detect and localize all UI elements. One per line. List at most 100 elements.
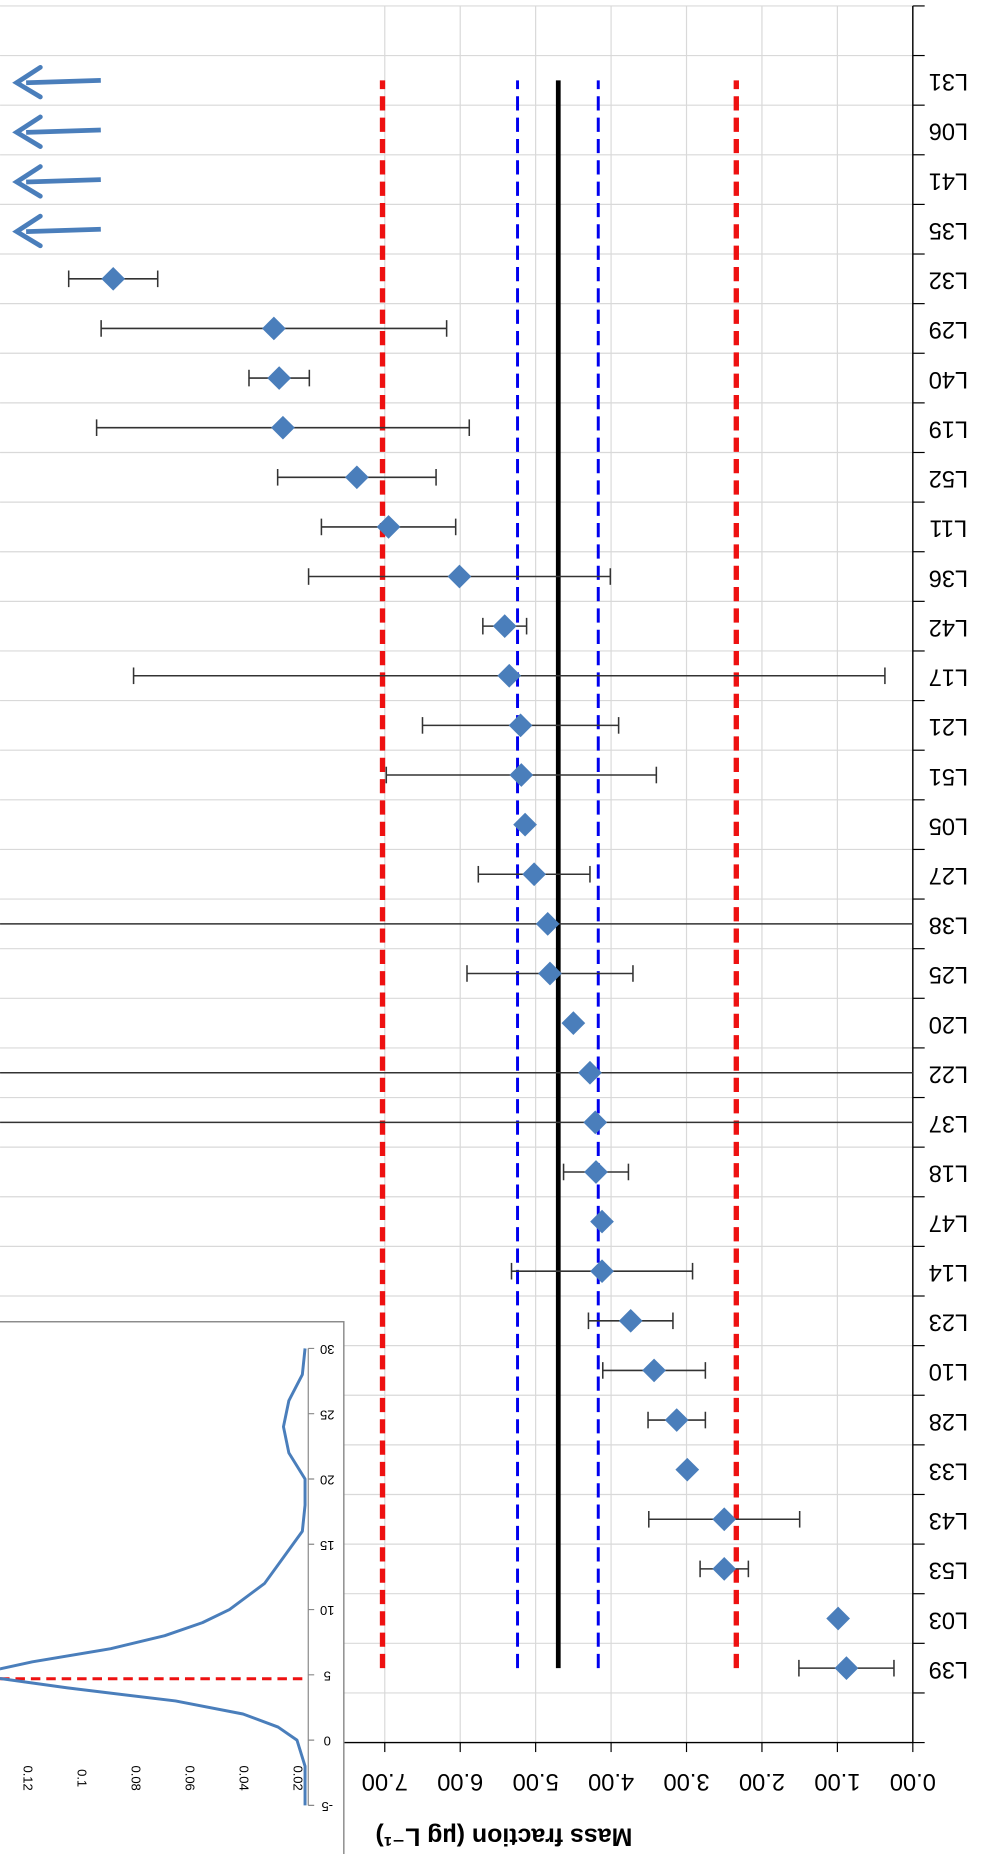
y-tick-label: 0.00	[890, 1768, 936, 1794]
category-label: L19	[929, 415, 969, 441]
data-point	[376, 515, 401, 539]
inset-y-tick-label: 0.1	[75, 1769, 90, 1787]
category-label: L52	[929, 465, 969, 491]
inset-y-tick-label: 0.06	[183, 1765, 198, 1790]
off-scale-arrow	[26, 77, 101, 86]
data-point	[712, 1507, 737, 1532]
off-scale-arrow-head	[12, 164, 43, 199]
data-point	[664, 1408, 689, 1432]
inset-x-tick-label: 10	[320, 1603, 334, 1618]
category-label: L25	[929, 961, 969, 987]
y-tick-label: 3.00	[663, 1768, 709, 1794]
y-tick-label: 4.00	[588, 1768, 634, 1794]
data-point	[271, 415, 295, 440]
category-label: L11	[930, 515, 968, 541]
category-label: L03	[929, 1606, 969, 1632]
category-label: L14	[929, 1259, 969, 1285]
inset-y-tick-label: 0.08	[129, 1765, 144, 1790]
data-point	[508, 713, 533, 738]
error-bar	[0, 1121, 913, 1124]
off-scale-arrow-head	[12, 114, 43, 149]
category-label: L35	[929, 217, 969, 243]
category-label: L21	[929, 713, 969, 739]
category-label: L29	[929, 316, 969, 342]
category-label: L05	[929, 812, 969, 838]
category-label: L36	[929, 564, 969, 590]
inset-x-tick-label: 20	[320, 1473, 334, 1488]
data-point	[345, 465, 369, 490]
off-scale-arrow	[26, 226, 101, 234]
category-label: L27	[929, 862, 969, 888]
data-point	[101, 266, 126, 291]
data-point	[538, 961, 562, 986]
inset-x-tick-label: 15	[320, 1538, 334, 1553]
data-point	[497, 663, 522, 688]
data-point	[513, 812, 537, 837]
off-scale-arrow	[26, 177, 101, 185]
inset-y-tick-label: 0.04	[237, 1765, 252, 1790]
data-point	[509, 763, 534, 787]
category-label: L39	[929, 1656, 969, 1682]
main-plot: 0.00 1.00 2.00 3.00 4.00 5.00 6.00 7.00 Mass fra…	[0, 5, 969, 1850]
error-bar	[0, 923, 913, 925]
data-point	[578, 1060, 602, 1085]
data-point	[522, 862, 546, 887]
category-label: L38	[929, 912, 969, 938]
data-point	[590, 1259, 614, 1284]
category-label: L20	[929, 1011, 969, 1037]
data-point	[618, 1308, 643, 1333]
category-label: L17	[929, 664, 969, 690]
data-point	[583, 1110, 608, 1135]
data-point	[834, 1656, 859, 1680]
y-tick-label: 5.00	[513, 1768, 559, 1794]
inset-x-tick-label: 5	[324, 1668, 331, 1683]
data-point	[826, 1606, 850, 1631]
off-scale-arrow	[26, 127, 101, 135]
category-label: L31	[929, 68, 969, 94]
inset-x-tick-label: 25	[320, 1407, 334, 1422]
category-label: L40	[929, 366, 969, 392]
category-label: L53	[929, 1557, 969, 1583]
y-tick-label: 6.00	[437, 1768, 483, 1794]
data-point	[675, 1457, 700, 1482]
inset-plot: -50510152025300.020.040.060.080.10.120.1…	[0, 1321, 345, 1854]
category-label: L37	[929, 1110, 969, 1136]
category-label: L22	[929, 1060, 969, 1086]
category-label: L41	[929, 167, 969, 193]
y-tick-label: 2.00	[739, 1768, 785, 1794]
data-point	[590, 1209, 614, 1234]
data-point	[561, 1011, 586, 1035]
y-tick-label: 7.00	[362, 1768, 408, 1794]
inset-y-tick-label: 0.12	[21, 1765, 36, 1790]
inset-content: -50510152025300.020.040.060.080.10.120.1…	[0, 1342, 334, 1814]
y-tick-label: 1.00	[814, 1768, 860, 1794]
category-label: L42	[929, 614, 969, 640]
data-point	[447, 564, 472, 589]
data-point	[262, 316, 286, 341]
inset-x-tick-label: -5	[321, 1799, 333, 1814]
category-label: L10	[929, 1358, 969, 1384]
category-label: L23	[929, 1309, 969, 1335]
category-label: L43	[929, 1507, 969, 1533]
category-label: L18	[929, 1160, 969, 1186]
category-label: L32	[929, 267, 969, 293]
category-label: L28	[929, 1408, 969, 1434]
data-point	[535, 912, 560, 936]
off-scale-arrow-head	[12, 64, 43, 100]
data-point	[712, 1557, 737, 1581]
error-bar	[0, 1071, 913, 1074]
axis-title: Mass fraction (µg L⁻¹)	[375, 1822, 632, 1850]
category-label: L33	[929, 1457, 969, 1483]
inset-x-tick-label: 30	[320, 1342, 334, 1357]
off-scale-arrow-head	[12, 213, 43, 249]
data-point	[642, 1358, 666, 1383]
data-point	[492, 614, 517, 639]
inset-density-line	[0, 1348, 307, 1806]
data-point	[267, 366, 292, 390]
inset-x-tick-label: 0	[324, 1734, 331, 1749]
inset-y-tick-label: 0.02	[291, 1765, 306, 1790]
category-label: L51	[929, 763, 969, 789]
category-label: L06	[929, 118, 969, 144]
